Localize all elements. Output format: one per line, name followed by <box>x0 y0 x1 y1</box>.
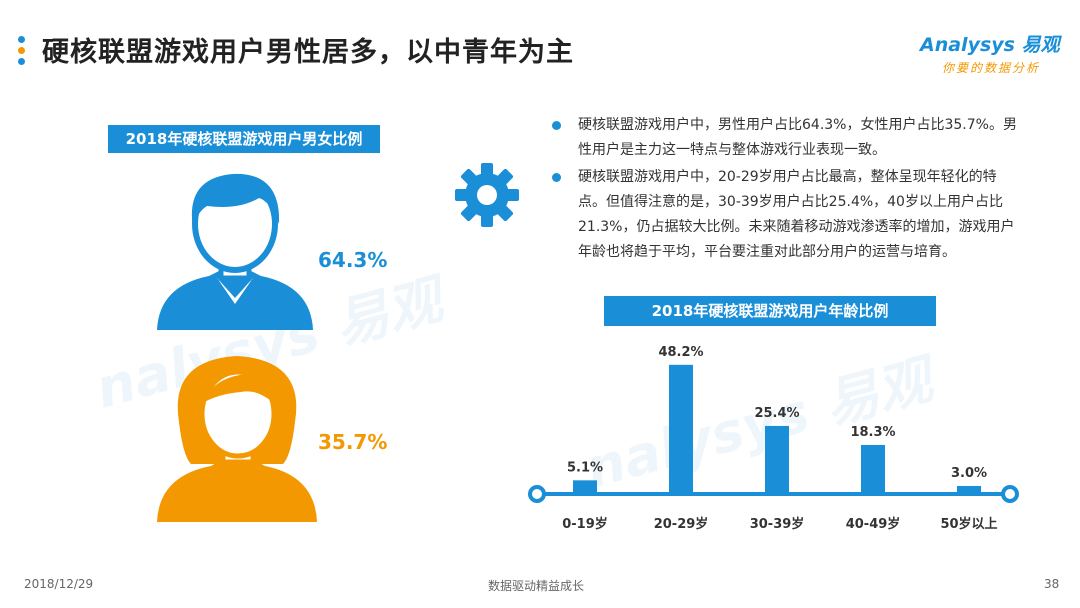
female-percentage: 35.7% <box>318 430 388 454</box>
male-percentage: 64.3% <box>318 248 388 272</box>
gear-icon <box>454 162 520 232</box>
logo-brand-text: Analysys 易观 <box>920 34 1060 56</box>
page-number: 38 <box>1044 577 1060 591</box>
bar <box>669 364 693 494</box>
x-tick-label: 0-19岁 <box>562 516 608 532</box>
axis-end-cap <box>1001 485 1019 503</box>
footer-slogan: 数据驱动精益成长 <box>488 579 585 593</box>
bullet-dot-icon <box>552 173 561 182</box>
x-tick-label: 30-39岁 <box>750 516 805 532</box>
insight-list: 硬核联盟游戏用户中，男性用户占比64.3%，女性用户占比35.7%。男性用户是主… <box>552 113 1022 267</box>
x-tick-label: 40-49岁 <box>846 516 901 532</box>
bar-value-label: 3.0% <box>951 466 987 481</box>
accent-dots <box>18 36 28 69</box>
footer-date: 2018/12/29 <box>24 577 94 591</box>
bullet-text: 硬核联盟游戏用户中，20-29岁用户占比最高，整体呈现年轻化的特点。但值得注意的… <box>578 169 1015 260</box>
list-item: 硬核联盟游戏用户中，20-29岁用户占比最高，整体呈现年轻化的特点。但值得注意的… <box>552 165 1022 265</box>
x-tick-label: 50岁以上 <box>940 516 997 532</box>
bar <box>861 444 885 494</box>
male-user-icon <box>155 168 315 342</box>
bar <box>957 485 981 494</box>
brand-logo: Analysys 易观 你要的数据分析 <box>920 30 1060 76</box>
gender-ratio-label: 2018年硬核联盟游戏用户男女比例 <box>108 125 380 153</box>
x-tick-label: 20-29岁 <box>654 516 709 532</box>
accent-dot <box>18 58 25 65</box>
logo-tagline: 你要的数据分析 <box>942 61 1041 75</box>
age-bar-chart: 5.1% 0-19岁 48.2% 20-29岁 25.4% 30-39岁 18.3% 40-4… <box>528 345 1019 532</box>
bar-value-label: 18.3% <box>850 425 895 440</box>
page-title: 硬核联盟游戏用户男性居多，以中青年为主 <box>42 37 574 68</box>
bullet-text: 硬核联盟游戏用户中，男性用户占比64.3%，女性用户占比35.7%。男性用户是主… <box>578 117 1017 158</box>
bar-value-label: 5.1% <box>567 460 603 475</box>
age-chart-title: 2018年硬核联盟游戏用户年龄比例 <box>604 296 936 326</box>
bullet-dot-icon <box>552 121 561 130</box>
bar <box>765 425 789 494</box>
bar <box>573 480 597 494</box>
female-user-icon <box>155 352 320 531</box>
accent-dot <box>18 47 25 54</box>
bar-value-label: 25.4% <box>754 406 799 421</box>
bar-value-label: 48.2% <box>658 345 703 360</box>
list-item: 硬核联盟游戏用户中，男性用户占比64.3%，女性用户占比35.7%。男性用户是主… <box>552 113 1022 163</box>
accent-dot <box>18 36 25 43</box>
axis-start-cap <box>528 485 546 503</box>
